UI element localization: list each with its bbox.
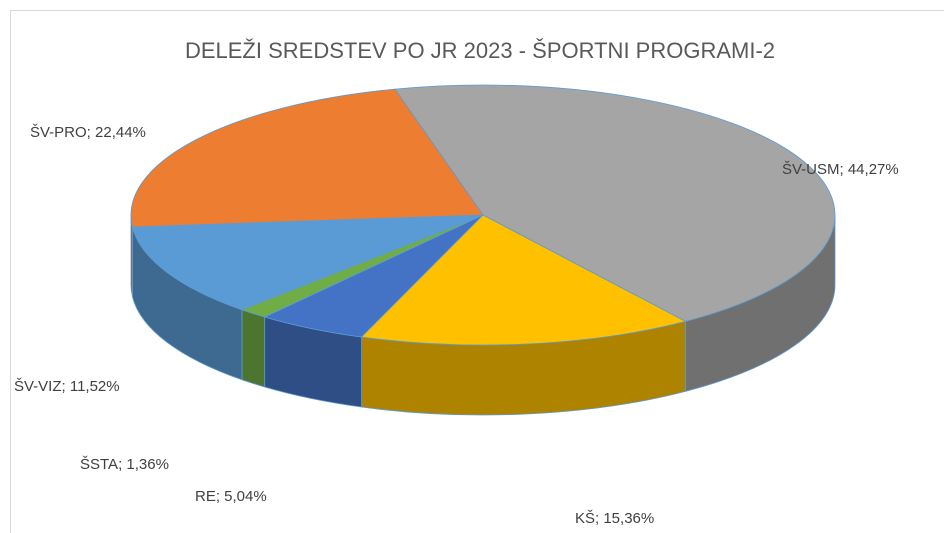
slice [360,214,687,346]
data-label: KŠ; 15,36% [575,510,654,527]
slice-side [241,309,266,388]
slice [131,214,484,311]
chart-title: DELEŽI SREDSTEV PO JR 2023 - ŠPORTNI PRO… [185,38,775,63]
data-label: ŠV-VIZ; 11,52% [14,378,120,395]
data-label: ŠV-USM; 44,27% [782,161,899,178]
data-label: ŠV-PRO; 22,44% [30,124,146,141]
slice [394,84,836,322]
data-label: ŠSTA; 1,36% [80,456,169,473]
data-label: RE; 5,04% [195,488,267,505]
slice [130,88,484,228]
